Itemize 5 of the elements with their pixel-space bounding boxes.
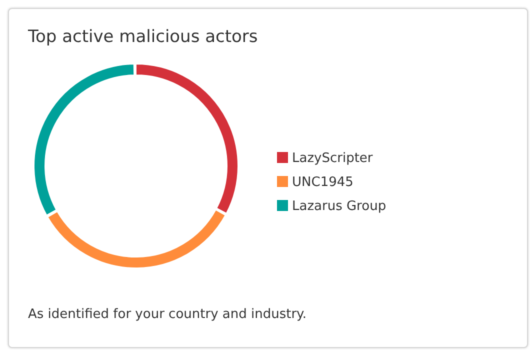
legend-label: UNC1945 [292, 175, 354, 190]
chart-title: Top active malicious actors [28, 27, 258, 47]
text: As identified for your country and industry. [28, 307, 307, 322]
legend-label: LazyScripter [292, 151, 373, 166]
legend-label: Lazarus Group [292, 199, 386, 214]
